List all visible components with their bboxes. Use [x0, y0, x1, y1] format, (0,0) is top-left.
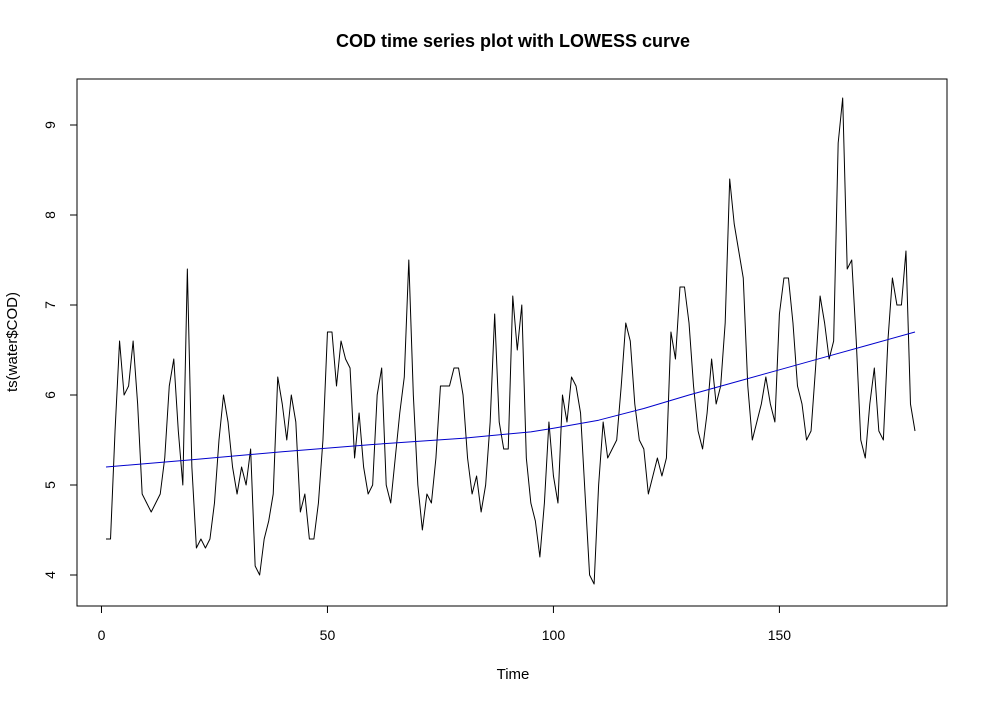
- series-layer: [105, 97, 916, 585]
- x-axis-label: Time: [497, 666, 530, 683]
- y-tick-label: 5: [42, 481, 58, 489]
- chart-title: COD time series plot with LOWESS curve: [336, 31, 690, 51]
- y-tick-label: 6: [42, 391, 58, 399]
- plot-frame: [76, 78, 948, 607]
- y-axis-label: ts(water$COD): [4, 292, 21, 392]
- x-tick-label: 0: [98, 627, 106, 643]
- lowess-curve-line: [105, 331, 916, 468]
- x-tick-label: 50: [320, 627, 336, 643]
- y-tick-label: 8: [42, 211, 58, 219]
- y-tick-label: 9: [42, 121, 58, 129]
- y-tick-label: 7: [42, 301, 58, 309]
- x-tick-label: 100: [542, 627, 566, 643]
- cod-series-line: [106, 97, 916, 585]
- x-tick-label: 150: [768, 627, 792, 643]
- y-tick-label: 4: [42, 571, 58, 579]
- y-axis: 4 5 6 7 8 9: [42, 121, 78, 579]
- x-axis: 0 50 100 150: [98, 605, 792, 643]
